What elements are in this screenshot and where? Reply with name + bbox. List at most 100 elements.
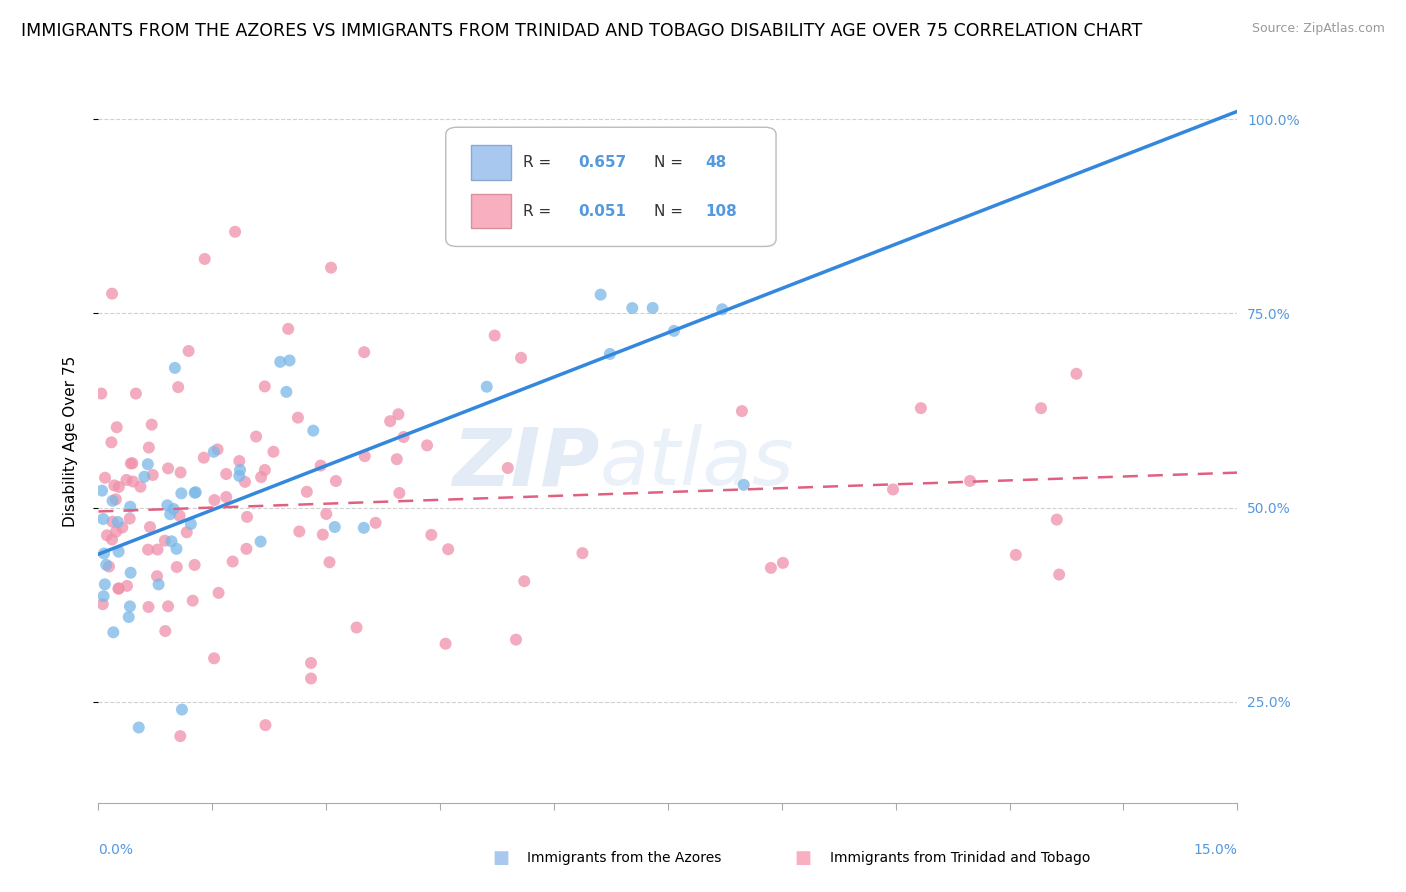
Point: [299, 656, 322, 670]
Point: [166, 560, 188, 574]
Point: [155, 624, 177, 638]
Point: [510, 351, 533, 365]
Point: [353, 449, 375, 463]
Point: [162, 502, 184, 516]
Point: [437, 542, 460, 557]
Text: 0.0%: 0.0%: [98, 843, 134, 856]
Text: R =: R =: [523, 203, 557, 219]
FancyBboxPatch shape: [446, 128, 776, 246]
Point: [183, 485, 205, 500]
Point: [120, 457, 142, 471]
Point: [621, 301, 644, 315]
Point: [228, 454, 250, 468]
Point: [1004, 548, 1026, 562]
Point: [882, 483, 904, 497]
Point: [276, 384, 298, 399]
Point: [96, 558, 118, 572]
Point: [759, 561, 782, 575]
Point: [236, 509, 259, 524]
Point: [288, 524, 311, 539]
Point: [599, 347, 621, 361]
Point: [312, 527, 335, 541]
Y-axis label: Disability Age Over 75: Disability Age Over 75: [63, 356, 77, 527]
Point: [505, 632, 527, 647]
Point: [711, 302, 734, 317]
Point: [589, 287, 612, 301]
Point: [107, 515, 129, 529]
Text: 0.051: 0.051: [578, 203, 626, 219]
Point: [346, 620, 368, 634]
Point: [107, 582, 129, 596]
Point: [207, 586, 229, 600]
Point: [315, 507, 337, 521]
Point: [118, 599, 141, 614]
Point: [221, 555, 243, 569]
Text: 108: 108: [706, 203, 737, 219]
Point: [115, 473, 138, 487]
Point: [250, 470, 273, 484]
Point: [98, 559, 121, 574]
Point: [94, 577, 117, 591]
Text: Source: ZipAtlas.com: Source: ZipAtlas.com: [1251, 22, 1385, 36]
Point: [159, 507, 181, 521]
Point: [318, 555, 340, 569]
Point: [662, 324, 685, 338]
Point: [245, 429, 267, 443]
Point: [184, 485, 207, 500]
Point: [202, 651, 225, 665]
Point: [111, 520, 134, 534]
Point: [1047, 567, 1070, 582]
Point: [233, 475, 256, 489]
Point: [749, 219, 772, 234]
Point: [101, 493, 124, 508]
Point: [121, 456, 143, 470]
Point: [104, 492, 127, 507]
Point: [309, 458, 332, 473]
Point: [484, 328, 506, 343]
Point: [169, 466, 191, 480]
Text: 0.657: 0.657: [578, 155, 626, 170]
Point: [194, 252, 217, 266]
Point: [128, 721, 150, 735]
Point: [138, 441, 160, 455]
Point: [475, 380, 498, 394]
Point: [141, 417, 163, 432]
Point: [160, 534, 183, 549]
Text: N =: N =: [654, 155, 688, 170]
Point: [278, 353, 301, 368]
Text: Immigrants from Trinidad and Tobago: Immigrants from Trinidad and Tobago: [830, 851, 1090, 865]
Point: [180, 517, 202, 532]
Text: IMMIGRANTS FROM THE AZORES VS IMMIGRANTS FROM TRINIDAD AND TOBAGO DISABILITY AGE: IMMIGRANTS FROM THE AZORES VS IMMIGRANTS…: [21, 22, 1142, 40]
Point: [120, 500, 142, 514]
Point: [772, 556, 794, 570]
Point: [496, 461, 519, 475]
Point: [166, 541, 188, 556]
Text: N =: N =: [654, 203, 688, 219]
Point: [118, 511, 141, 525]
Point: [100, 435, 122, 450]
Point: [101, 533, 124, 547]
Point: [249, 534, 271, 549]
FancyBboxPatch shape: [471, 194, 510, 228]
Point: [170, 702, 193, 716]
Point: [571, 546, 593, 560]
Point: [153, 533, 176, 548]
Text: 15.0%: 15.0%: [1194, 843, 1237, 856]
Point: [125, 386, 148, 401]
Point: [299, 672, 322, 686]
Point: [118, 610, 141, 624]
Point: [513, 574, 536, 589]
Point: [207, 442, 229, 457]
Point: [103, 478, 125, 492]
Point: [378, 414, 401, 428]
Point: [167, 380, 190, 394]
Point: [90, 386, 112, 401]
Point: [156, 499, 179, 513]
Text: Immigrants from the Azores: Immigrants from the Azores: [527, 851, 721, 865]
Point: [269, 355, 291, 369]
Point: [157, 599, 180, 614]
Point: [385, 452, 408, 467]
Point: [170, 486, 193, 500]
Point: [103, 625, 125, 640]
Point: [733, 478, 755, 492]
